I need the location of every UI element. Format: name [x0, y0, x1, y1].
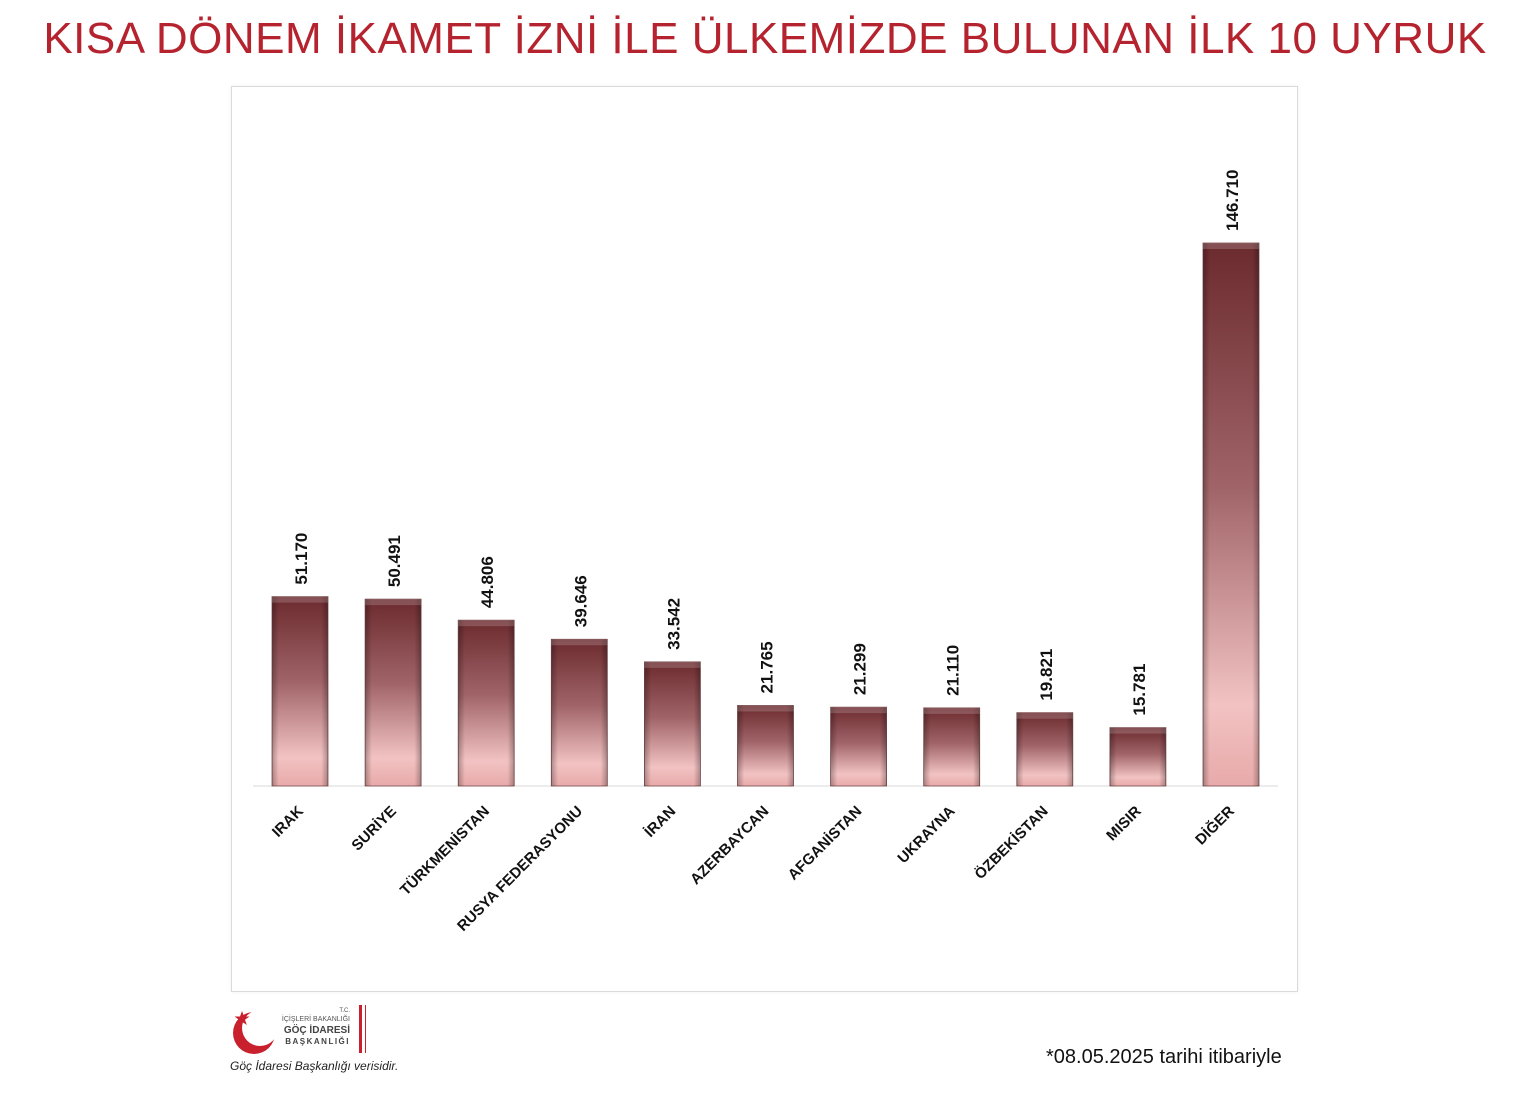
logo-red-bar: [359, 1005, 362, 1053]
chart-title: KISA DÖNEM İKAMET İZNİ İLE ÜLKEMİZDE BUL…: [43, 14, 1487, 63]
value-label-6: 21.299: [851, 643, 870, 695]
bar-shade-10: [1203, 243, 1259, 786]
bar-cap-9: [1109, 727, 1166, 734]
category-label-4: İRAN: [641, 803, 679, 841]
bar-shade-2: [458, 620, 515, 786]
bar-shade-1: [365, 599, 422, 786]
bar-cap-8: [1016, 712, 1073, 719]
bar-cap-0: [272, 596, 328, 603]
logo-ministry-text: İÇİŞLERİ BAKANLIĞI: [282, 1014, 350, 1023]
value-label-0: 51.170: [292, 533, 311, 585]
logo-red-thin-bar: [365, 1005, 366, 1053]
category-label-5: AZERBAYCAN: [687, 803, 772, 888]
value-label-8: 19.821: [1037, 649, 1056, 701]
category-label-10: DİĞER: [1192, 802, 1238, 848]
goc-idaresi-logo: T.C. İÇİŞLERİ BAKANLIĞI GÖÇ İDARESİ BAŞK…: [233, 1005, 366, 1054]
bar-cap-5: [737, 705, 794, 712]
source-note: Göç İdaresi Başkanlığı verisidir.: [230, 1059, 399, 1073]
value-label-3: 39.646: [571, 575, 590, 627]
bar-cap-7: [923, 707, 980, 714]
bar-cap-6: [830, 707, 887, 714]
category-label-7: UKRAYNA: [894, 803, 958, 867]
bar-chart: 51.170 50.491 44.806 39.646 33.542 21.765 21.2…: [253, 170, 1278, 935]
bar-cap-2: [458, 620, 515, 627]
value-label-7: 21.110: [944, 645, 963, 696]
logo-agency-text: GÖÇ İDARESİ: [284, 1023, 350, 1036]
bar-shade-8: [1016, 712, 1073, 786]
bar-cap-4: [644, 661, 701, 668]
category-label-9: MISIR: [1103, 803, 1145, 845]
bar-shade-3: [551, 639, 608, 786]
category-label-2: TÜRKMENİSTAN: [397, 803, 493, 899]
bar-shade-7: [923, 707, 980, 786]
value-label-2: 44.806: [478, 556, 497, 608]
value-label-10: 146.710: [1223, 170, 1242, 231]
bar-shade-5: [737, 705, 794, 786]
chart-area: [231, 86, 1298, 992]
logo-presidency-text: BAŞKANLIĞI: [285, 1037, 350, 1046]
bar-shade-4: [644, 661, 701, 786]
bar-shade-0: [272, 596, 328, 786]
bar-shade-9: [1109, 727, 1166, 786]
category-label-8: ÖZBEKİSTAN: [971, 803, 1051, 883]
category-label-6: AFGANİSTAN: [785, 803, 866, 884]
bar-shade-6: [830, 707, 887, 786]
value-label-5: 21.765: [758, 641, 777, 693]
bar-cap-3: [551, 639, 608, 646]
bar-cap-1: [365, 599, 422, 606]
date-note: *08.05.2025 tarihi itibariyle: [1046, 1046, 1282, 1068]
bar-cap-10: [1203, 243, 1259, 249]
value-label-9: 15.781: [1130, 664, 1149, 716]
category-label-0: IRAK: [269, 803, 307, 841]
value-label-4: 33.542: [664, 598, 683, 650]
logo-tc-text: T.C.: [339, 1008, 350, 1014]
category-label-1: SURİYE: [348, 803, 400, 855]
crescent-star-icon: [233, 1010, 278, 1054]
value-label-1: 50.491: [385, 535, 404, 587]
